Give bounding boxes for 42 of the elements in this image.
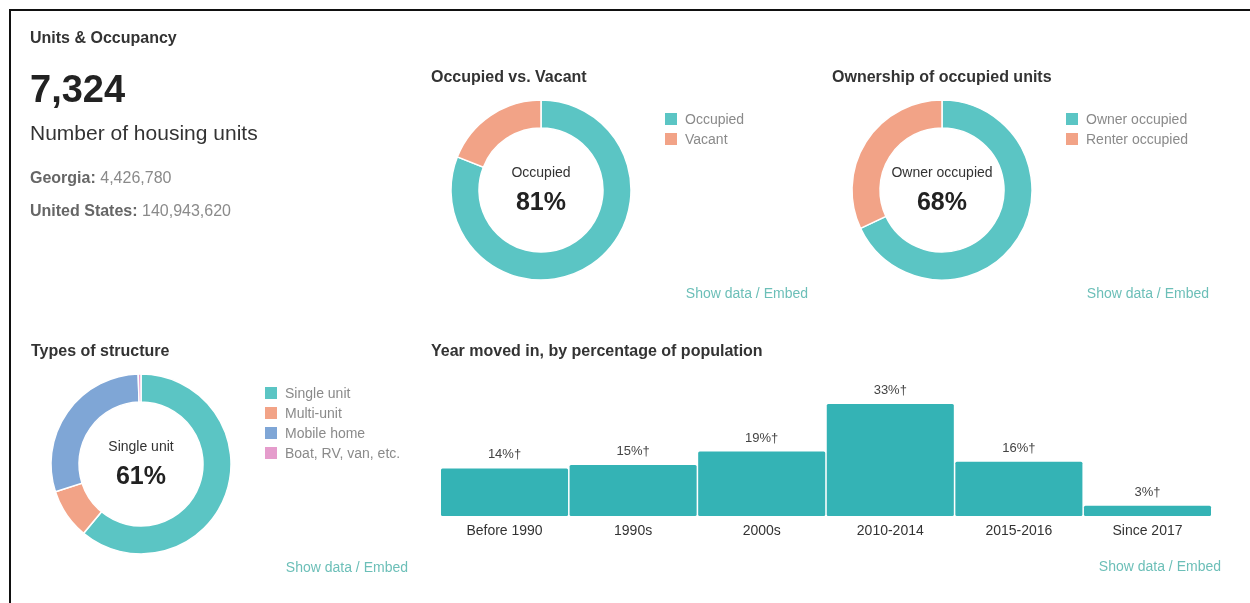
bar (1083, 505, 1211, 516)
data-label: 61% (115, 461, 167, 489)
x-tick-label: 2000s (742, 522, 781, 538)
x-tick-label: Since 2017 (1112, 522, 1183, 538)
x-tick-label: 1990s (614, 522, 653, 538)
legend-label: Single unit (285, 385, 351, 401)
text: 7,324 (30, 68, 126, 110)
legend-label: Multi-unit (285, 405, 342, 421)
bar (441, 468, 569, 516)
data-label: 14%† (487, 446, 522, 462)
donut-slice (450, 99, 632, 281)
data-label: 19%† (745, 429, 779, 445)
legend-label: Owner occupied (1086, 111, 1188, 127)
legend-label: Mobile home (285, 425, 366, 441)
text: Show data / Embed (685, 285, 808, 301)
x-tick-label: Before 1990 (466, 522, 543, 538)
text: United States: 140,943,620 (30, 202, 232, 219)
legend-label: Renter occupied (1086, 131, 1188, 147)
x-tick-label: 2015-2016 (985, 522, 1053, 538)
legend-label: Boat, RV, van, etc. (285, 445, 401, 461)
text: Georgia: 4,426,780 (30, 169, 172, 186)
legend-label: Occupied (685, 111, 745, 127)
text: Show data / Embed (1098, 558, 1221, 574)
chart-title: Year moved in, by percentage of population (431, 342, 763, 359)
data-label: 68% (916, 187, 968, 215)
data-label: 15%† (616, 443, 650, 459)
data-label: 3%† (1134, 483, 1161, 499)
legend-label: Vacant (685, 131, 728, 147)
data-label: 33%† (873, 382, 907, 397)
slice-label: Occupied (511, 164, 571, 180)
text: Show data / Embed (285, 559, 408, 575)
text: Show data / Embed (1086, 285, 1209, 301)
chart-title: Ownership of occupied units (832, 68, 1052, 85)
text: Units & Occupancy (30, 29, 177, 46)
data-label: 81% (515, 187, 567, 215)
data-label: 16%† (1002, 439, 1036, 455)
text: Number of housing units (30, 121, 258, 144)
slice-label: Owner occupied (891, 164, 993, 180)
chart-title: Occupied vs. Vacant (431, 68, 588, 85)
chart-title: Types of structure (31, 342, 170, 359)
x-tick-label: 2010-2014 (856, 522, 924, 538)
slice-label: Single unit (108, 438, 174, 454)
